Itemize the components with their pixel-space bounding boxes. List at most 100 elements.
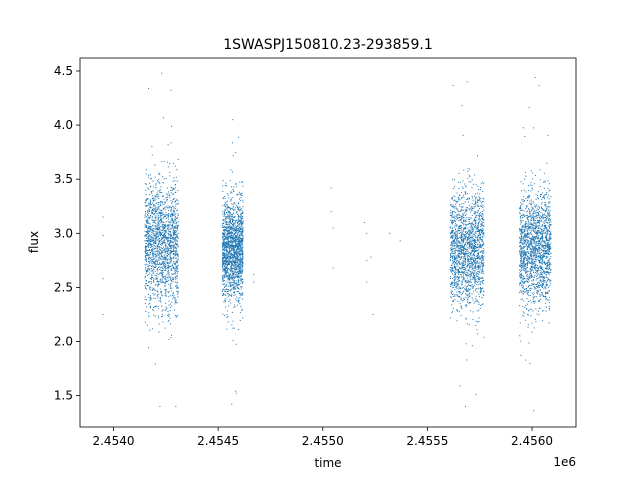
data-point: [155, 237, 157, 239]
data-point: [234, 261, 236, 263]
data-point: [174, 273, 176, 275]
data-point: [153, 203, 155, 205]
data-point: [231, 237, 233, 239]
data-point: [159, 267, 161, 269]
data-point: [238, 273, 240, 275]
data-point: [239, 216, 241, 218]
data-point: [465, 273, 467, 275]
data-point: [240, 250, 242, 252]
data-point: [234, 217, 236, 219]
data-point: [145, 303, 147, 305]
data-point: [452, 206, 454, 208]
data-point: [153, 314, 155, 316]
data-point: [167, 225, 169, 227]
data-point: [462, 242, 464, 244]
data-point: [149, 253, 151, 255]
data-point: [226, 257, 228, 259]
data-point: [234, 235, 236, 237]
data-point: [235, 274, 237, 276]
data-point: [467, 274, 469, 276]
data-point: [451, 205, 453, 207]
data-point: [227, 233, 229, 235]
data-point: [472, 240, 474, 242]
data-point: [482, 254, 484, 256]
data-point: [475, 261, 477, 263]
data-point: [452, 220, 454, 222]
data-point: [461, 186, 463, 188]
data-point: [230, 266, 232, 268]
data-point: [166, 314, 168, 316]
data-point: [173, 220, 175, 222]
data-point: [224, 235, 226, 237]
data-point: [454, 251, 456, 253]
data-point: [457, 240, 459, 242]
data-point: [241, 225, 243, 227]
data-point: [235, 270, 237, 272]
data-point: [461, 263, 463, 265]
data-point: [467, 247, 469, 249]
data-point: [164, 257, 166, 259]
data-point: [170, 286, 172, 288]
data-point: [175, 268, 177, 270]
data-point: [222, 262, 224, 264]
data-point: [152, 216, 154, 218]
data-point: [238, 266, 240, 268]
data-point: [460, 231, 462, 233]
data-point: [464, 244, 466, 246]
data-point: [475, 262, 477, 264]
data-point: [238, 271, 240, 273]
data-point: [224, 245, 226, 247]
data-point: [460, 305, 462, 307]
data-point: [174, 268, 176, 270]
data-point: [228, 289, 230, 291]
data-point: [459, 236, 461, 238]
data-point: [238, 248, 240, 250]
data-point: [481, 240, 483, 242]
data-point: [478, 218, 480, 220]
data-point: [453, 242, 455, 244]
data-point: [158, 258, 160, 260]
data-point: [463, 196, 465, 198]
data-point: [456, 225, 458, 227]
data-point: [471, 249, 473, 251]
data-point: [158, 216, 160, 218]
data-point: [148, 212, 150, 214]
data-point: [176, 229, 178, 231]
data-point: [467, 230, 469, 232]
data-point: [463, 299, 465, 301]
data-point: [476, 230, 478, 232]
data-point: [463, 265, 465, 267]
data-point: [481, 240, 483, 242]
data-point: [237, 259, 239, 261]
data-point: [471, 293, 473, 295]
data-point: [459, 288, 461, 290]
data-point: [470, 302, 472, 304]
data-point: [456, 234, 458, 236]
data-point: [461, 203, 463, 205]
data-point: [174, 231, 176, 233]
data-point: [469, 271, 471, 273]
data-point: [451, 242, 453, 244]
data-point: [234, 241, 236, 243]
data-point: [456, 272, 458, 274]
data-point: [163, 227, 165, 229]
data-point: [231, 234, 233, 236]
data-point: [470, 228, 472, 230]
data-point: [159, 211, 161, 213]
data-point: [176, 180, 178, 182]
data-point: [166, 280, 168, 282]
data-point: [473, 272, 475, 274]
data-point: [145, 222, 147, 224]
data-point: [156, 226, 158, 228]
data-point: [475, 222, 477, 224]
data-point: [463, 239, 465, 241]
data-point: [241, 280, 243, 282]
data-point: [231, 255, 233, 257]
data-point: [470, 259, 472, 261]
data-point: [151, 207, 153, 209]
data-point: [479, 270, 481, 272]
data-point: [170, 269, 172, 271]
data-point: [157, 285, 159, 287]
data-point: [476, 300, 478, 302]
data-point: [457, 310, 459, 312]
